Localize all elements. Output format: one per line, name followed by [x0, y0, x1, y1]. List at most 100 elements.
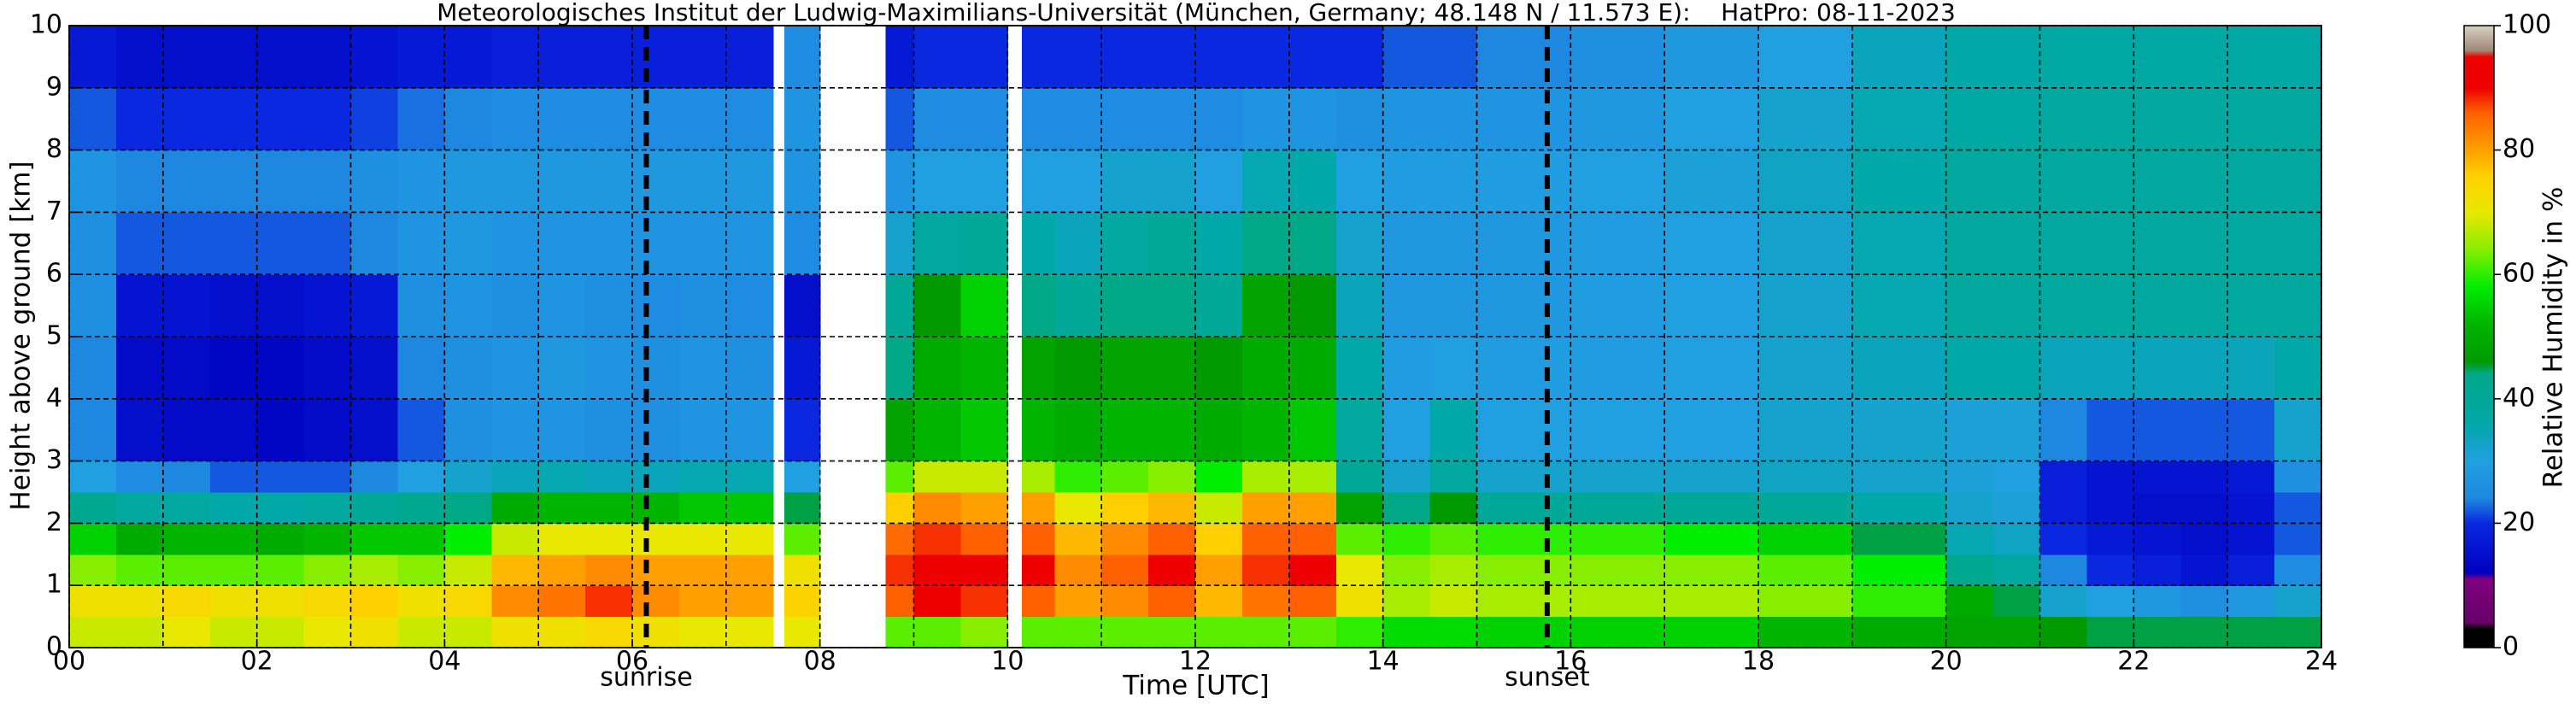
heat-cell	[2086, 274, 2134, 337]
heat-cell	[1570, 461, 1665, 493]
heat-cell	[1851, 150, 1947, 213]
heat-cell	[1945, 274, 1994, 337]
heat-cell	[1664, 554, 1759, 586]
heat-cell	[632, 461, 680, 493]
heat-cell	[2227, 150, 2275, 213]
heat-cell	[725, 523, 774, 555]
heat-cell	[2274, 616, 2322, 648]
heat-cell	[885, 461, 915, 493]
heat-cell	[885, 398, 915, 462]
heat-cell	[678, 337, 727, 400]
heat-cell	[725, 461, 774, 493]
heat-cell	[115, 337, 164, 400]
heat-cell	[538, 337, 586, 400]
heat-cell	[115, 398, 164, 462]
heat-cell	[115, 585, 164, 618]
heat-cell	[397, 398, 445, 462]
heat-cell	[1664, 212, 1759, 275]
heat-cell	[1288, 274, 1337, 337]
heat-cell	[1021, 87, 1055, 151]
heat-cell	[960, 523, 1008, 555]
heat-cell	[115, 87, 164, 151]
heat-cell	[1288, 461, 1337, 493]
heat-cell	[960, 87, 1008, 151]
heat-cell	[1851, 212, 1947, 275]
heat-cell	[1288, 87, 1337, 151]
heat-cell	[725, 87, 774, 151]
heat-cell	[783, 461, 821, 493]
heat-cell	[1758, 87, 1853, 151]
heat-cell	[885, 585, 915, 618]
x-tick-label: 12	[1179, 647, 1212, 677]
heat-cell	[491, 398, 539, 462]
heat-cell	[2274, 150, 2322, 213]
heat-cell	[1429, 585, 1478, 618]
heat-cell	[350, 554, 399, 586]
heat-cell	[1241, 150, 1290, 213]
heat-cell	[2274, 554, 2322, 586]
heat-cell	[1021, 461, 1055, 493]
heat-cell	[1429, 87, 1478, 151]
heat-cell	[1851, 398, 1947, 462]
heat-cell	[69, 492, 117, 524]
heat-cell	[1476, 585, 1571, 618]
heat-cell	[444, 87, 492, 151]
heat-cell	[2039, 398, 2088, 462]
heat-cell	[2133, 461, 2181, 493]
heat-cell	[1021, 337, 1055, 400]
heat-cell	[350, 616, 399, 648]
heat-cell	[256, 616, 305, 648]
heat-cell	[1021, 585, 1055, 618]
heat-cell	[538, 150, 586, 213]
heat-cell	[885, 337, 915, 400]
heat-cell	[1054, 585, 1102, 618]
heat-cell	[350, 274, 399, 337]
heat-cell	[303, 585, 352, 618]
heat-cell	[1335, 150, 1384, 213]
heat-cell	[1148, 212, 1196, 275]
heat-cell	[1054, 554, 1102, 586]
heat-cell	[2227, 398, 2275, 462]
heat-cell	[69, 26, 117, 89]
heat-cell	[1476, 150, 1571, 213]
heat-cell	[1476, 337, 1571, 400]
annotation-label: sunset	[1505, 663, 1590, 693]
x-tick-label: 10	[991, 647, 1024, 677]
heat-cell	[2274, 398, 2322, 462]
heat-cell	[1054, 87, 1102, 151]
heat-cell	[1382, 26, 1431, 89]
y-tick-label: 7	[46, 197, 62, 226]
heat-cell	[1101, 150, 1149, 213]
heat-cell	[2133, 26, 2181, 89]
heat-cell	[256, 274, 305, 337]
colorbar-label: Relative Humidity in %	[2538, 187, 2569, 489]
heat-cell	[2039, 585, 2088, 618]
heat-cell	[1021, 274, 1055, 337]
heat-cell	[2133, 150, 2181, 213]
heat-cell	[1476, 398, 1571, 462]
heat-cell	[538, 398, 586, 462]
x-tick-label: 00	[53, 647, 85, 677]
heat-cell	[1241, 523, 1290, 555]
heat-cell	[725, 585, 774, 618]
heat-cell	[538, 87, 586, 151]
heat-cell	[783, 585, 821, 618]
heat-cell	[1241, 274, 1290, 337]
heat-cell	[1021, 523, 1055, 555]
colorbar-tick-label: 20	[2503, 507, 2535, 537]
heat-cell	[2039, 87, 2088, 151]
heat-cell	[350, 87, 399, 151]
heat-cell	[256, 523, 305, 555]
heat-cell	[1992, 523, 2041, 555]
heat-cell	[1021, 212, 1055, 275]
heat-cell	[1241, 616, 1290, 648]
heat-cell	[1945, 212, 1994, 275]
heat-cell	[585, 554, 633, 586]
heat-cell	[1570, 492, 1665, 524]
heat-cell	[2039, 554, 2088, 586]
heat-cell	[209, 212, 258, 275]
heat-cell	[1241, 461, 1290, 493]
y-tick-label: 6	[46, 259, 62, 289]
heat-cell	[1664, 274, 1759, 337]
heat-cell	[69, 461, 117, 493]
